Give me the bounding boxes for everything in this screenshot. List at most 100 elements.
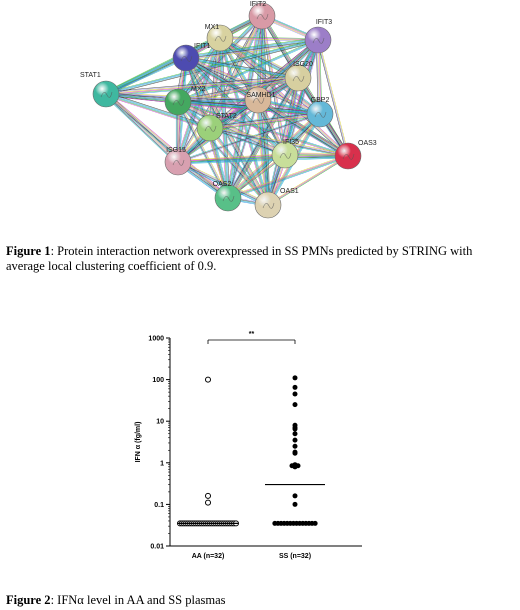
network-edge [177, 155, 349, 163]
node-sphere [164, 148, 192, 176]
node-sphere [248, 2, 276, 30]
network-edge [106, 93, 229, 198]
network-edge [211, 16, 265, 130]
data-point [292, 384, 298, 390]
node-label: ISG20 [293, 61, 313, 68]
network-edge [209, 111, 320, 127]
network-edge [227, 99, 259, 199]
network-edge [209, 128, 285, 157]
network-edge [210, 114, 321, 129]
network-edge [177, 76, 298, 102]
network-edge [209, 128, 268, 206]
network-edge [178, 101, 286, 155]
network-node-samhd1: SAMHD1 [244, 86, 276, 114]
network-edge [105, 75, 298, 93]
data-point [292, 464, 298, 470]
chart-points [177, 375, 325, 527]
y-tick-label: 100 [152, 377, 164, 384]
network-edge [186, 57, 299, 78]
x-category-label: SS (n=32) [279, 553, 311, 560]
y-tick-label: 10 [156, 419, 164, 426]
network-edge [220, 36, 319, 39]
network-edge [210, 126, 349, 155]
node-label: MX1 [205, 24, 220, 31]
network-node-oas2: OAS2 [213, 181, 242, 212]
node-sphere [306, 100, 334, 128]
node-label: MX2 [191, 86, 206, 93]
network-edge [318, 39, 350, 156]
network-edge [178, 160, 269, 205]
network-edge [185, 38, 318, 57]
node-label: IFI35 [283, 139, 299, 146]
network-edge [208, 15, 262, 128]
figure1-caption-text: : Protein interaction network overexpres… [6, 244, 473, 273]
node-structure-icon [314, 111, 327, 118]
network-edge [317, 39, 349, 157]
network-edge [185, 58, 320, 115]
network-edge [255, 100, 267, 206]
significance-marker: ** [249, 331, 255, 338]
network-edge [256, 100, 267, 206]
network-edge [209, 15, 262, 128]
network-edge [185, 59, 298, 80]
node-structure-icon [256, 13, 269, 20]
network-edge [177, 113, 321, 163]
node-label: OAS3 [358, 140, 377, 147]
network-edge [267, 155, 349, 206]
node-sphere [304, 26, 332, 54]
data-point [292, 450, 298, 456]
network-edge [209, 128, 348, 157]
network-edge [185, 58, 298, 79]
node-structure-icon [312, 37, 325, 44]
network-edge [210, 126, 286, 155]
network-edge [105, 77, 298, 94]
network-edge [220, 37, 319, 40]
node-sphere [244, 86, 272, 114]
network-edge [105, 36, 220, 94]
network-edge [177, 153, 285, 161]
network-edge [105, 39, 318, 94]
network-edge [105, 36, 220, 93]
network-edge [257, 100, 348, 157]
data-point [292, 443, 298, 449]
network-edge [316, 40, 348, 157]
network-edge [177, 39, 319, 103]
network-edge [209, 113, 320, 128]
network-edge [105, 95, 210, 130]
network-edge [177, 161, 269, 206]
data-point [292, 437, 298, 443]
network-edge [178, 101, 269, 205]
network-edge [178, 78, 299, 104]
network-edge [186, 56, 321, 114]
node-label: IFIT1 [194, 43, 210, 50]
network-edge [259, 97, 350, 155]
network-node-ifit1: IFIT1 [172, 43, 210, 72]
network-node-isg20: ISG20 [284, 61, 313, 92]
node-label: OAS1 [280, 188, 299, 195]
network-edge [105, 94, 210, 130]
network-edge [177, 98, 258, 101]
network-edge [177, 163, 268, 207]
network-edge [210, 127, 269, 205]
node-label: STAT2 [216, 113, 237, 120]
network-edge [106, 79, 299, 96]
network-edge [210, 115, 321, 131]
network-edge [177, 77, 299, 103]
network-edge [177, 102, 285, 156]
network-edge [177, 102, 348, 158]
node-structure-icon [342, 153, 355, 160]
network-edge [178, 156, 349, 164]
network-edge [178, 156, 286, 164]
network-node-mx2: MX2 [164, 86, 206, 116]
network-edge [104, 95, 177, 164]
data-point [292, 501, 298, 507]
node-structure-icon [292, 75, 305, 82]
network-edge [105, 93, 211, 129]
node-structure-icon [180, 55, 193, 62]
network-edge [186, 40, 319, 59]
network-node-isg15: ISG15 [164, 147, 192, 176]
y-tick-label: 1000 [148, 336, 164, 343]
network-edge [210, 16, 264, 129]
node-label: IFIT3 [316, 19, 332, 26]
network-edge [177, 97, 258, 101]
